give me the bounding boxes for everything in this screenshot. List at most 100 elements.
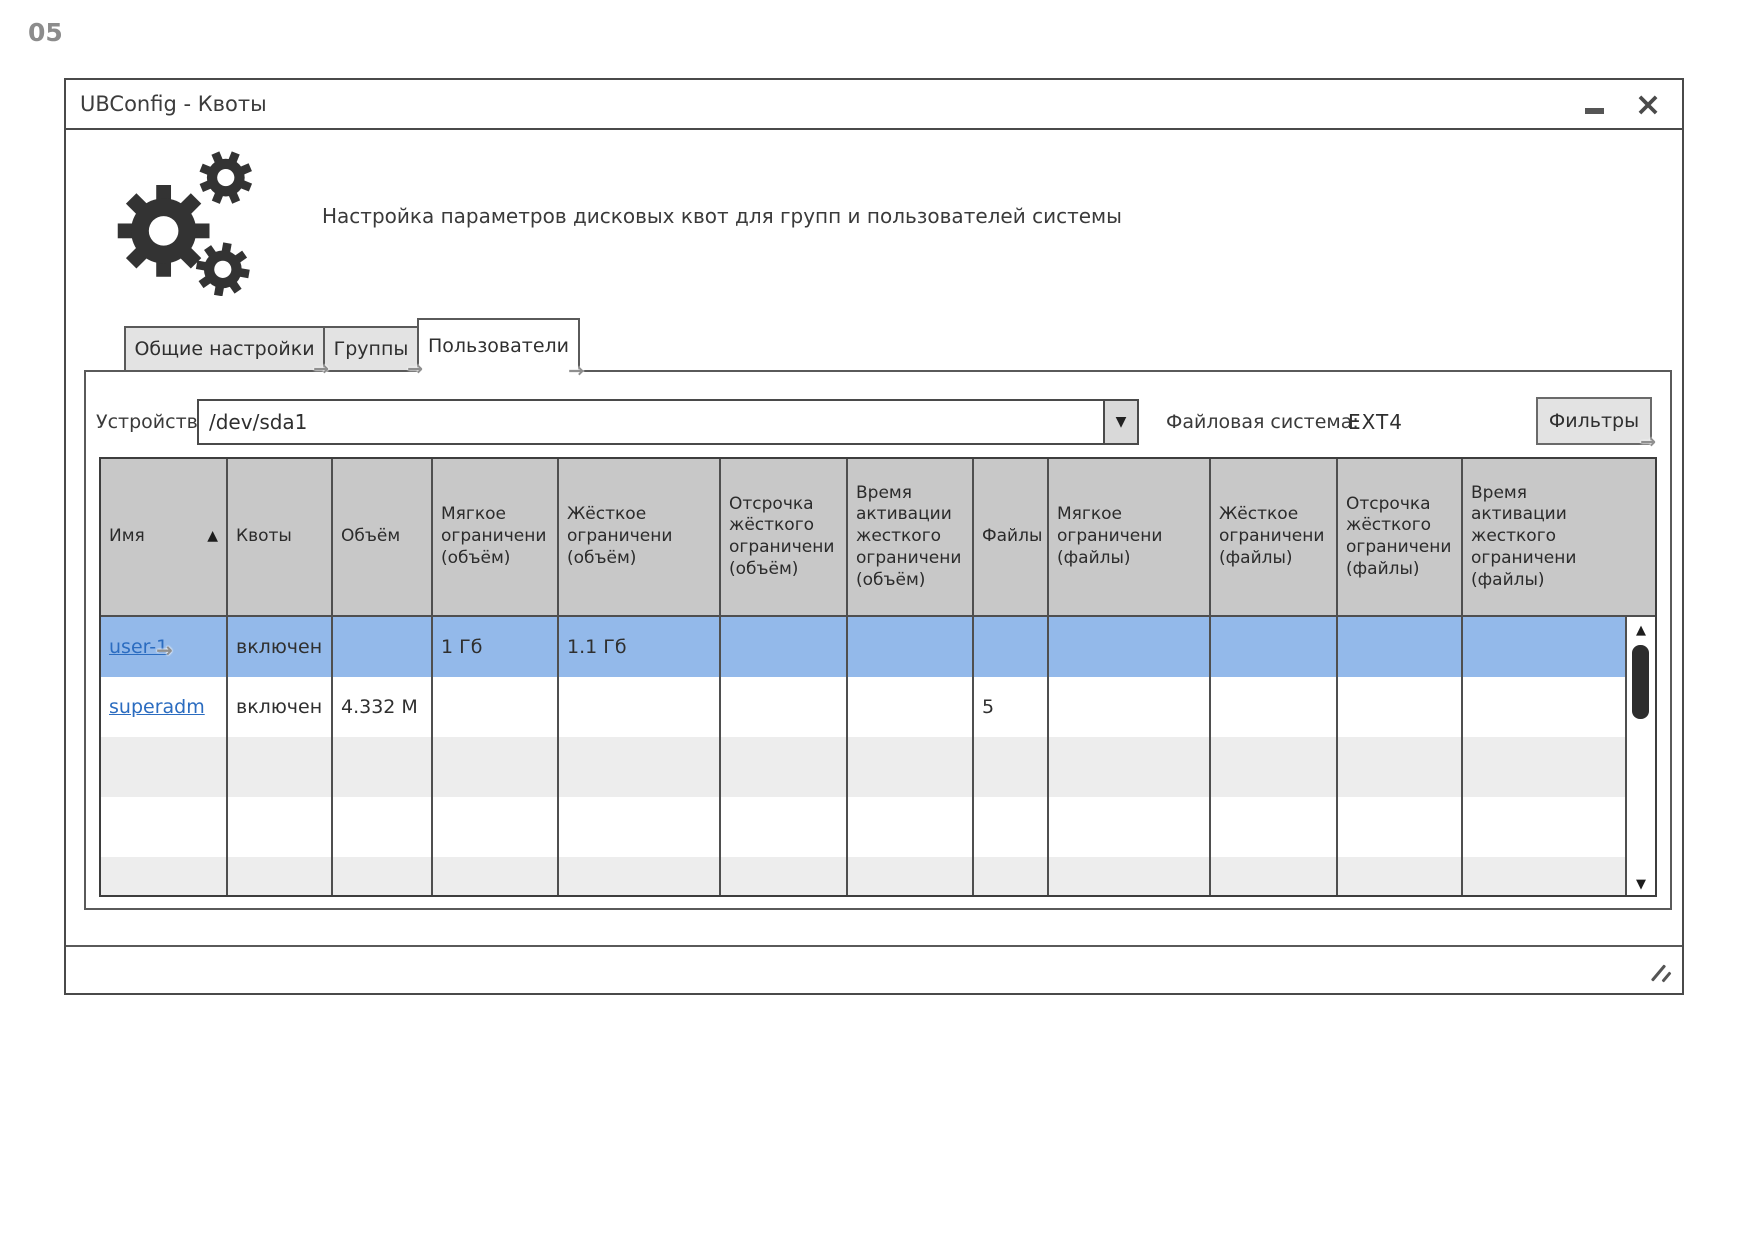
table-cell [559,677,721,737]
column-header-hard-limit-volume[interactable]: Жёсткое ограничени (объём) [559,459,721,615]
scrollbar-thumb[interactable] [1632,645,1649,719]
user-link[interactable]: user-1 [109,636,169,658]
table-cell [433,797,559,857]
table-cell [559,737,721,797]
combobox-dropdown-button[interactable]: ▼ [1103,401,1137,443]
table-body: user-1 → включен 1 Гб 1.1 Гб [101,617,1655,895]
table-cell [433,857,559,895]
table-cell [101,857,228,895]
table-cell [848,617,974,677]
table-cell [333,617,433,677]
column-header-name[interactable]: Имя ▲ [101,459,228,615]
table-cell [433,677,559,737]
table-cell [974,737,1049,797]
table-cell [559,797,721,857]
table-cell [333,797,433,857]
filters-button-label: Фильтры [1548,410,1640,432]
table-cell [333,857,433,895]
table-cell [1211,857,1338,895]
scroll-down-icon: ▼ [1636,876,1646,892]
table-cell: включен [228,677,333,737]
link-arrow-icon: → [156,638,173,662]
table-cell: superadm [101,677,228,737]
resize-handle-icon[interactable] [1644,963,1672,985]
minimize-icon [1584,108,1604,114]
table-cell: 1 Гб [433,617,559,677]
user-link[interactable]: superadm [109,696,205,718]
table-cell [721,797,848,857]
filesystem-value: EXT4 [1348,410,1403,434]
column-header-quotas[interactable]: Квоты [228,459,333,615]
window-title: UBConfig - Квоты [80,92,267,116]
table-cell: 4.332 M [333,677,433,737]
device-combobox[interactable]: /dev/sda1 ▼ [197,399,1139,445]
title-bar: UBConfig - Квоты × [66,80,1682,130]
column-header-activation-time-files[interactable]: Время активации жесткого ограничени (фай… [1471,482,1577,590]
table-cell: 1.1 Гб [559,617,721,677]
gears-icon [117,151,253,296]
column-header-grace-files[interactable]: Отсрочка жёсткого ограничени (файлы) [1338,459,1463,615]
device-label: Устройство: [96,411,216,433]
table-cell [1338,677,1463,737]
table-cell [721,677,848,737]
scroll-up-icon: ▲ [1636,622,1646,638]
table-cell [1211,617,1338,677]
column-header-volume[interactable]: Объём [333,459,433,615]
table-cell: включен [228,617,333,677]
tab-general-settings[interactable]: Общие настройки → [124,326,329,380]
tab-users[interactable]: Пользователи → [417,318,584,382]
users-tab-panel: Устройство: /dev/sda1 ▼ Файловая система… [84,370,1672,910]
scroll-up-button[interactable]: ▲ [1627,619,1655,641]
table-cell [1211,677,1338,737]
table-cell [848,737,974,797]
table-cell: user-1 → [101,617,228,677]
table-cell [1338,617,1463,677]
minimize-button[interactable] [1574,80,1614,128]
table-cell [228,737,333,797]
table-cell [1338,737,1463,797]
table-cell [721,617,848,677]
column-header-activation-time-volume[interactable]: Время активации жесткого ограничени (объ… [848,459,974,615]
column-header-hard-limit-files[interactable]: Жёсткое ограничени (файлы) [1211,459,1338,615]
table-row[interactable] [101,857,1655,895]
table-cell [228,857,333,895]
link-arrow-icon: → [568,360,584,382]
column-header-label: Имя [109,526,145,547]
table-cell [333,737,433,797]
link-arrow-icon: → [1640,431,1656,453]
column-header-grace-volume[interactable]: Отсрочка жёсткого ограничени (объём) [721,459,848,615]
column-header-files[interactable]: Файлы [974,459,1049,615]
filters-button[interactable]: Фильтры → [1536,397,1656,453]
table-cell [433,737,559,797]
table-cell: 5 [974,677,1049,737]
device-combobox-value: /dev/sda1 [209,410,308,434]
page-number-label: 05 [28,18,63,47]
table-cell [101,797,228,857]
sort-ascending-icon: ▲ [207,528,218,545]
table-cell [848,797,974,857]
vertical-scrollbar[interactable]: ▲ ▼ [1625,617,1655,895]
table-row[interactable]: superadm включен 4.332 M 5 [101,677,1655,737]
table-cell [721,737,848,797]
status-bar [66,945,1682,993]
table-row[interactable] [101,737,1655,797]
tab-bar: Общие настройки → Группы → Пользователи … [124,318,584,382]
table-row[interactable] [101,797,1655,857]
table-cell [1049,677,1211,737]
table-cell [101,737,228,797]
tab-groups[interactable]: Группы → [323,326,423,380]
link-arrow-icon: → [407,358,423,380]
table-row[interactable]: user-1 → включен 1 Гб 1.1 Гб [101,617,1655,677]
tab-label: Пользователи [427,335,570,357]
scroll-down-button[interactable]: ▼ [1627,873,1655,895]
table-cell [1049,617,1211,677]
tab-label: Группы [333,338,409,360]
table-cell [1338,857,1463,895]
close-button[interactable]: × [1628,80,1668,128]
column-header-soft-limit-files[interactable]: Мягкое ограничени (файлы) [1049,459,1211,615]
table-header-row: Имя ▲ Квоты Объём Мягкое ограничени (объ… [101,459,1655,617]
table-cell [1049,737,1211,797]
table-cell [721,857,848,895]
column-header-soft-limit-volume[interactable]: Мягкое ограничени (объём) [433,459,559,615]
